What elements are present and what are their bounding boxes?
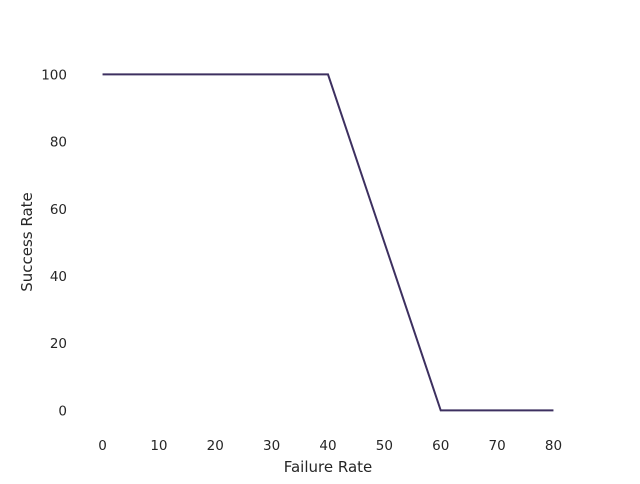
- y-tick-label: 40: [50, 269, 67, 285]
- x-tick-label: 0: [98, 438, 107, 454]
- y-tick-label: 60: [50, 202, 67, 218]
- x-tick-label: 10: [150, 438, 167, 454]
- x-tick-label: 50: [376, 438, 393, 454]
- y-tick-label: 80: [50, 135, 67, 151]
- x-tick-label: 80: [545, 438, 562, 454]
- x-axis-label: Failure Rate: [284, 458, 373, 476]
- x-tick-label: 70: [488, 438, 505, 454]
- series-lines: [102, 73, 554, 412]
- y-axis-label: Success Rate: [18, 192, 36, 292]
- y-tick-label: 20: [50, 336, 67, 352]
- y-tick-labels: 0 20 40 60 80 100: [41, 67, 67, 419]
- x-tick-label: 30: [263, 438, 280, 454]
- x-tick-label: 40: [319, 438, 336, 454]
- x-tick-label: 60: [432, 438, 449, 454]
- x-tick-label: 20: [207, 438, 224, 454]
- y-tick-label: 100: [41, 67, 67, 83]
- y-tick-label: 0: [58, 403, 67, 419]
- x-tick-labels: 0 10 20 30 40 50 60 70 80: [98, 438, 562, 454]
- series-line: [102, 73, 554, 412]
